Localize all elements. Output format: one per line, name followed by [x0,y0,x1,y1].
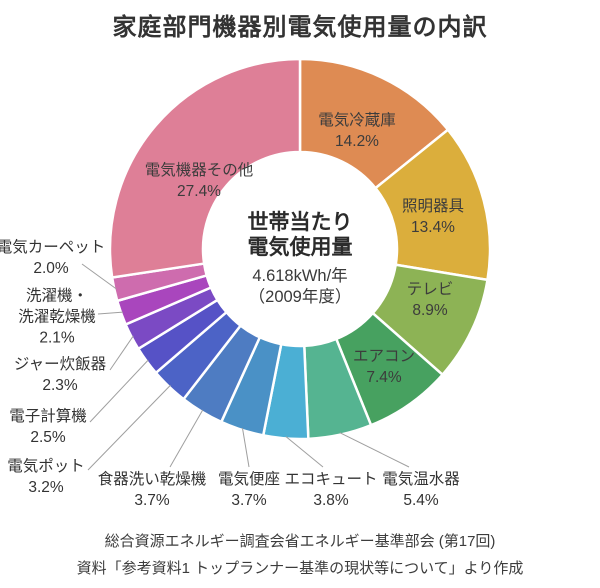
leader-line-電気ポット [87,384,171,471]
center-year: （2009年度） [248,288,352,306]
leader-line-電気カーペット [81,263,117,290]
slice-label-照明器具: 照明器具 13.4% [402,197,464,236]
slice-label-電子計算機: 電子計算機 2.5% [9,406,87,446]
slice-label-電気ポット: 電気ポット 3.2% [7,457,85,496]
leader-line-電気温水器 [339,432,410,468]
slice-label-ジャー炊飯器: ジャー炊飯器 2.3% [14,355,107,394]
slice-label-テレビ: テレビ 8.9% [407,280,454,319]
slice-label-食器洗い乾燥機: 食器洗い乾燥機 3.7% [98,470,207,509]
slice-label-エアコン: エアコン 7.4% [353,348,415,386]
source-line-1: 総合資源エネルギー調査会省エネルギー基準部会 (第17回) [104,533,496,550]
center-value: 4.618kWh/年 [252,267,348,285]
leader-line-エコキュート [285,436,324,468]
center-heading-line2: 電気使用量 [247,236,353,259]
chart-title: 家庭部門機器別電気使用量の内訳 [112,14,488,41]
center-heading-line1: 世帯当たり [247,211,353,234]
source-line-2: 資料「参考資料1 トップランナー基準の現状等について」より作成 [76,560,524,577]
slice-label-電気冷蔵庫: 電気冷蔵庫 14.2% [318,111,396,150]
leader-line-ジャー炊飯器 [109,335,134,371]
slice-label-電気カーペット: 電気カーペット 2.0% [0,238,105,277]
center-label: 世帯当たり 電気使用量 4.618kWh/年 （2009年度） [248,210,353,308]
leader-line-洗濯機・洗濯乾燥機 [97,311,123,315]
slice-label-電気機器その他: 電気機器その他 27.4% [145,161,254,200]
donut-segment-電気機器その他 [108,57,302,279]
leader-line-電気便座 [241,427,250,468]
slice-label-電気便座: 電気便座 3.7% [218,470,280,509]
slice-label-電気温水器: 電気温水器 5.4% [382,470,460,509]
leader-line-食器洗い乾燥機 [169,409,204,468]
slice-label-エコキュート: エコキュート 3.8% [284,471,377,509]
leader-line-電子計算機 [89,359,149,423]
slice-label-洗濯機・洗濯乾燥機: 洗濯機・洗濯乾燥機 2.1% [18,287,96,347]
source-note: 総合資源エネルギー調査会省エネルギー基準部会 (第17回) 資料「参考資料1 ト… [0,528,600,582]
